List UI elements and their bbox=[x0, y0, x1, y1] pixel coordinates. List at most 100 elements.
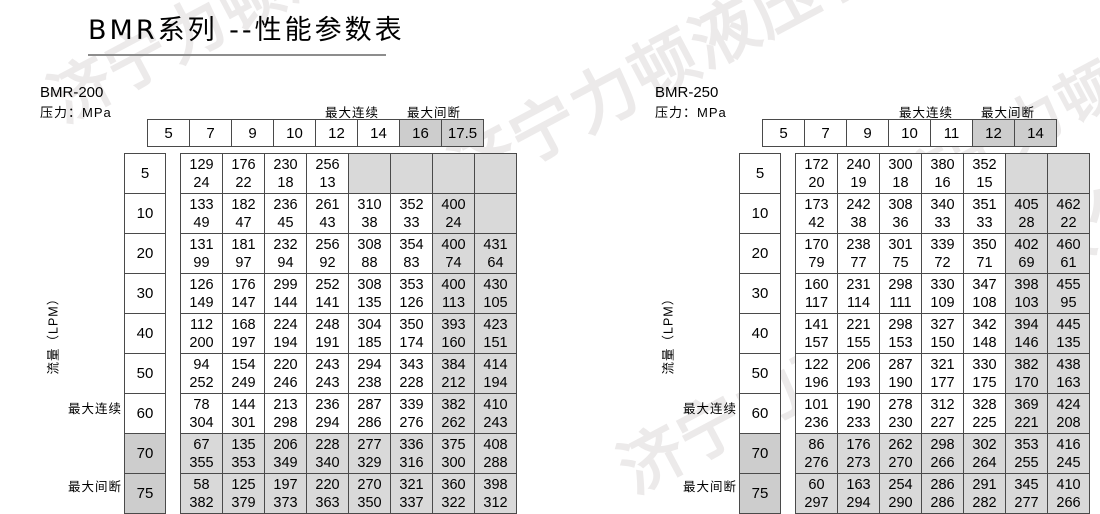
data-cell: 394 146 bbox=[1005, 313, 1048, 354]
data-cell: 220 246 bbox=[264, 353, 307, 394]
data-cell: 236 45 bbox=[264, 193, 307, 234]
torque-value: 248 bbox=[315, 316, 340, 333]
data-cell: 101 236 bbox=[795, 393, 838, 434]
pressure-column-header: 10 bbox=[888, 119, 931, 147]
flow-rate-label: 10 bbox=[739, 193, 781, 234]
torque-value: 369 bbox=[1014, 396, 1039, 413]
speed-value: 74 bbox=[445, 254, 462, 271]
torque-value: 126 bbox=[189, 276, 214, 293]
torque-value: 400 bbox=[441, 196, 466, 213]
data-cell: 261 43 bbox=[306, 193, 349, 234]
speed-value: 79 bbox=[808, 254, 825, 271]
data-cell: 304 185 bbox=[348, 313, 391, 354]
speed-value: 185 bbox=[357, 334, 382, 351]
torque-value: 400 bbox=[441, 236, 466, 253]
speed-value: 108 bbox=[972, 294, 997, 311]
speed-value: 20 bbox=[808, 174, 825, 191]
speed-value: 273 bbox=[846, 454, 871, 471]
speed-value: 18 bbox=[892, 174, 909, 191]
torque-value: 168 bbox=[231, 316, 256, 333]
torque-value: 173 bbox=[804, 196, 829, 213]
data-cell: 380 16 bbox=[921, 153, 964, 194]
torque-value: 277 bbox=[357, 436, 382, 453]
speed-value: 38 bbox=[361, 214, 378, 231]
torque-value: 67 bbox=[193, 436, 210, 453]
zone-label-max-intermittent: 最大间断 bbox=[406, 106, 461, 120]
pressure-column-header: 9 bbox=[846, 119, 889, 147]
speed-value: 95 bbox=[1060, 294, 1077, 311]
torque-value: 424 bbox=[1056, 396, 1081, 413]
speed-value: 24 bbox=[193, 174, 210, 191]
pressure-column-header: 9 bbox=[231, 119, 274, 147]
speed-value: 212 bbox=[441, 374, 466, 391]
data-cell bbox=[432, 153, 475, 194]
speed-value: 33 bbox=[403, 214, 420, 231]
torque-value: 351 bbox=[972, 196, 997, 213]
torque-value: 339 bbox=[930, 236, 955, 253]
torque-value: 231 bbox=[846, 276, 871, 293]
speed-value: 22 bbox=[1060, 214, 1077, 231]
table-row: 67 355 135 353 206 349 228 340 277 329 336 316 375 30… bbox=[180, 433, 517, 474]
speed-value: 155 bbox=[846, 334, 871, 351]
torque-value: 129 bbox=[189, 156, 214, 173]
speed-value: 64 bbox=[487, 254, 504, 271]
torque-value: 360 bbox=[441, 476, 466, 493]
speed-value: 255 bbox=[1014, 454, 1039, 471]
speed-value: 38 bbox=[850, 214, 867, 231]
data-cell: 351 33 bbox=[963, 193, 1006, 234]
speed-value: 77 bbox=[850, 254, 867, 271]
data-cell: 231 114 bbox=[837, 273, 880, 314]
data-cell: 408 288 bbox=[474, 433, 517, 474]
speed-value: 221 bbox=[1014, 414, 1039, 431]
speed-value: 382 bbox=[189, 494, 214, 511]
torque-value: 236 bbox=[315, 396, 340, 413]
data-cell: 327 150 bbox=[921, 313, 964, 354]
pressure-column-header: 17.5 bbox=[441, 119, 484, 147]
data-cell: 321 177 bbox=[921, 353, 964, 394]
flow-rate-label: 75 bbox=[739, 473, 781, 514]
data-cell: 414 194 bbox=[474, 353, 517, 394]
torque-value: 416 bbox=[1056, 436, 1081, 453]
data-cell: 252 141 bbox=[306, 273, 349, 314]
data-cell: 375 300 bbox=[432, 433, 475, 474]
speed-value: 109 bbox=[930, 294, 955, 311]
data-cell: 354 83 bbox=[390, 233, 433, 274]
speed-value: 230 bbox=[888, 414, 913, 431]
speed-value: 18 bbox=[277, 174, 294, 191]
speed-value: 282 bbox=[972, 494, 997, 511]
torque-value: 410 bbox=[1056, 476, 1081, 493]
table-row: 10 bbox=[124, 193, 166, 234]
speed-value: 170 bbox=[1014, 374, 1039, 391]
speed-value: 228 bbox=[399, 374, 424, 391]
torque-value: 343 bbox=[399, 356, 424, 373]
speed-value: 288 bbox=[483, 454, 508, 471]
flow-rate-label: 70 bbox=[739, 433, 781, 474]
torque-value: 308 bbox=[357, 276, 382, 293]
torque-value: 375 bbox=[441, 436, 466, 453]
data-cell: 221 155 bbox=[837, 313, 880, 354]
table-row: 30 bbox=[739, 273, 781, 314]
flow-rate-label: 50 bbox=[739, 353, 781, 394]
speed-value: 36 bbox=[892, 214, 909, 231]
data-cell: 173 42 bbox=[795, 193, 838, 234]
data-cell: 330 109 bbox=[921, 273, 964, 314]
data-cell: 254 290 bbox=[879, 473, 922, 514]
torque-value: 182 bbox=[231, 196, 256, 213]
torque-value: 308 bbox=[888, 196, 913, 213]
speed-value: 147 bbox=[231, 294, 256, 311]
speed-value: 99 bbox=[193, 254, 210, 271]
flow-rate-label: 40 bbox=[739, 313, 781, 354]
data-cell bbox=[474, 193, 517, 234]
table-row: 75 bbox=[739, 473, 781, 514]
torque-value: 163 bbox=[846, 476, 871, 493]
data-cell: 353 126 bbox=[390, 273, 433, 314]
data-cell: 287 190 bbox=[879, 353, 922, 394]
speed-value: 277 bbox=[1014, 494, 1039, 511]
data-cell: 270 350 bbox=[348, 473, 391, 514]
torque-value: 431 bbox=[483, 236, 508, 253]
speed-value: 379 bbox=[231, 494, 256, 511]
speed-value: 19 bbox=[850, 174, 867, 191]
speed-value: 286 bbox=[357, 414, 382, 431]
torque-value: 298 bbox=[888, 276, 913, 293]
table-row: 78 304 144 301 213 298 236 294 287 286 339 276 382 26… bbox=[180, 393, 517, 434]
